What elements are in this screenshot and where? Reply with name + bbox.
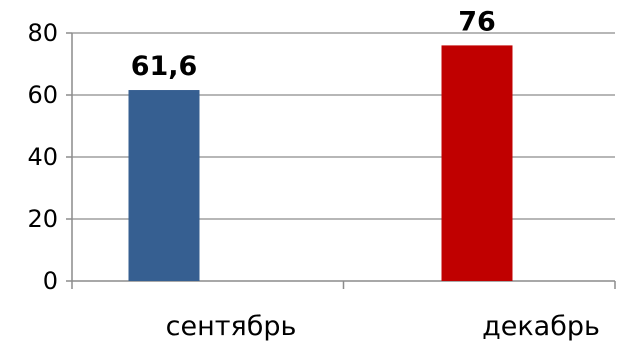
y-tick-label: 0	[43, 267, 58, 295]
bar-december	[441, 45, 513, 282]
y-tick-labels: 0 20 40 60 80	[27, 19, 58, 295]
y-tick-label: 80	[27, 19, 58, 47]
bars	[128, 45, 513, 282]
data-label: 61,6	[131, 51, 198, 82]
data-label: 76	[458, 6, 496, 37]
x-tick-label: декабрь	[482, 311, 600, 342]
x-tick-label: сентябрь	[166, 311, 297, 342]
y-tick-label: 60	[27, 81, 58, 109]
y-tick-label: 40	[27, 143, 58, 171]
data-labels: 61,6 76	[131, 6, 496, 82]
bar-september	[128, 90, 200, 281]
x-tick-labels: сентябрь декабрь	[166, 311, 600, 342]
y-tick-label: 20	[27, 205, 58, 233]
